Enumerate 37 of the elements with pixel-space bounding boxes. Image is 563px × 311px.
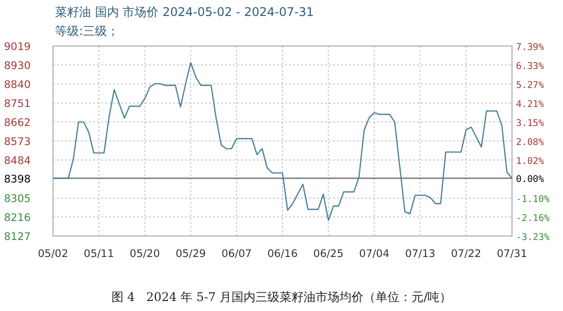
y2-tick-label: 7.39% (516, 42, 544, 53)
y2-tick-label: -3.23% (516, 232, 550, 243)
y-tick-label: 8662 (4, 117, 31, 130)
y2-tick-label: 5.27% (516, 80, 544, 91)
x-tick-label: 06/07 (221, 248, 252, 260)
y-tick-label: 8127 (4, 231, 31, 243)
y2-tick-label: 6.33% (516, 60, 544, 72)
y-tick-label: 8484 (4, 154, 32, 167)
y-tick-label: 8840 (4, 79, 31, 92)
y-tick-label: 8930 (4, 60, 31, 72)
chart-subtitle: 等级:三级； (55, 24, 120, 38)
chart-title: 菜籽油 国内 市场价 2024-05-02 - 2024-07-31 (55, 5, 314, 19)
caption: 图 4 2024 年 5-7 月国内三级菜籽油市场均价（单位：元/吨） (111, 290, 452, 304)
y2-tick-label: -1.10% (516, 194, 550, 205)
x-tick-label: 05/11 (84, 248, 114, 260)
y-tick-label: 8398 (4, 173, 31, 186)
x-tick-label: 07/31 (496, 248, 528, 260)
x-tick-label: 06/25 (313, 248, 344, 260)
x-tick-label: 05/02 (38, 248, 68, 260)
y2-tick-label: 3.15% (516, 118, 544, 129)
y-tick-label: 9019 (4, 41, 31, 53)
x-tick-label: 06/16 (267, 248, 298, 260)
y-tick-label: 8216 (4, 212, 32, 224)
x-tick-label: 07/13 (405, 248, 436, 260)
y2-tick-label: 4.21% (516, 98, 544, 110)
y-tick-label: 8305 (4, 193, 31, 206)
y-tick-label: 8751 (4, 98, 31, 110)
y2-tick-label: 0.00% (516, 174, 544, 186)
x-tick-label: 07/04 (359, 248, 390, 260)
line-series (52, 62, 513, 221)
x-tick-label: 05/29 (176, 248, 206, 260)
x-tick-label: 05/20 (130, 248, 160, 260)
y2-tick-label: 1.02% (516, 156, 544, 167)
x-tick-label: 07/22 (450, 248, 482, 260)
y2-tick-label: -2.16% (516, 212, 550, 224)
y2-tick-label: 2.08% (516, 137, 544, 148)
y-tick-label: 8573 (4, 136, 31, 148)
